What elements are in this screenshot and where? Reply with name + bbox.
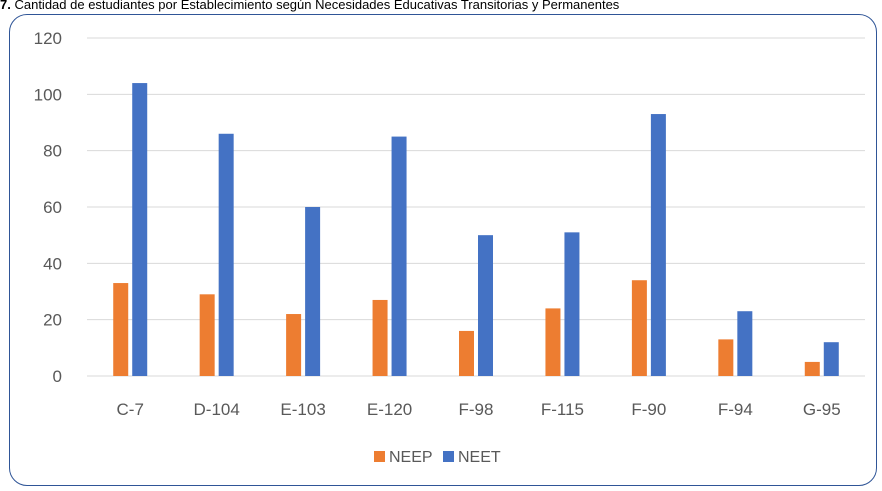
bar-neet-f-94 — [737, 311, 753, 376]
y-tick-label: 120 — [34, 29, 62, 48]
y-tick-label: 0 — [53, 367, 62, 386]
y-tick-label: 20 — [43, 311, 62, 330]
bar-neet-e-103 — [305, 207, 321, 376]
bar-neep-f-98 — [459, 330, 474, 376]
x-tick-label: F-115 — [541, 400, 584, 419]
x-tick-label: F-90 — [631, 400, 666, 419]
bar-neep-f-90 — [631, 280, 647, 376]
bar-neet-f-115 — [564, 232, 580, 376]
x-tick-label: F-98 — [459, 400, 494, 419]
y-tick-label: 40 — [43, 254, 62, 273]
legend-swatch-neet — [443, 451, 454, 462]
bar-neep-c-7 — [113, 283, 129, 376]
bar-neep-g-95 — [804, 361, 820, 376]
bar-neet-f-98 — [478, 235, 493, 376]
caption-prefix: 7. — [0, 0, 11, 12]
bar-neet-f-90 — [650, 114, 666, 377]
x-tick-label: E-103 — [280, 400, 325, 419]
bar-neep-d-104 — [199, 294, 215, 376]
caption-text: Cantidad de estudiantes por Establecimie… — [14, 0, 620, 12]
y-tick-label: 80 — [43, 142, 62, 161]
x-tick-label: C-7 — [117, 400, 144, 419]
bar-neet-g-95 — [823, 342, 839, 376]
bar-neep-e-120 — [372, 299, 388, 376]
chart-caption: 7. Cantidad de estudiantes por Estableci… — [0, 0, 882, 14]
y-tick-label: 60 — [43, 198, 62, 217]
x-tick-label: F-94 — [718, 400, 753, 419]
bar-neep-e-103 — [286, 314, 302, 376]
legend-swatch-neep — [374, 451, 385, 462]
bar-neep-f-94 — [718, 339, 734, 376]
bar-neet-e-120 — [391, 136, 407, 376]
x-tick-label: D-104 — [194, 400, 240, 419]
chart-frame — [9, 14, 877, 486]
bar-neet-c-7 — [132, 83, 148, 377]
x-tick-label: G-95 — [803, 400, 841, 419]
legend-label-neep: NEEP — [389, 449, 433, 466]
bar-neet-d-104 — [218, 133, 234, 376]
y-tick-label: 100 — [34, 85, 62, 104]
bar-neep-f-115 — [545, 308, 561, 376]
x-tick-label: E-120 — [367, 400, 412, 419]
legend-label-neet: NEET — [458, 449, 501, 466]
